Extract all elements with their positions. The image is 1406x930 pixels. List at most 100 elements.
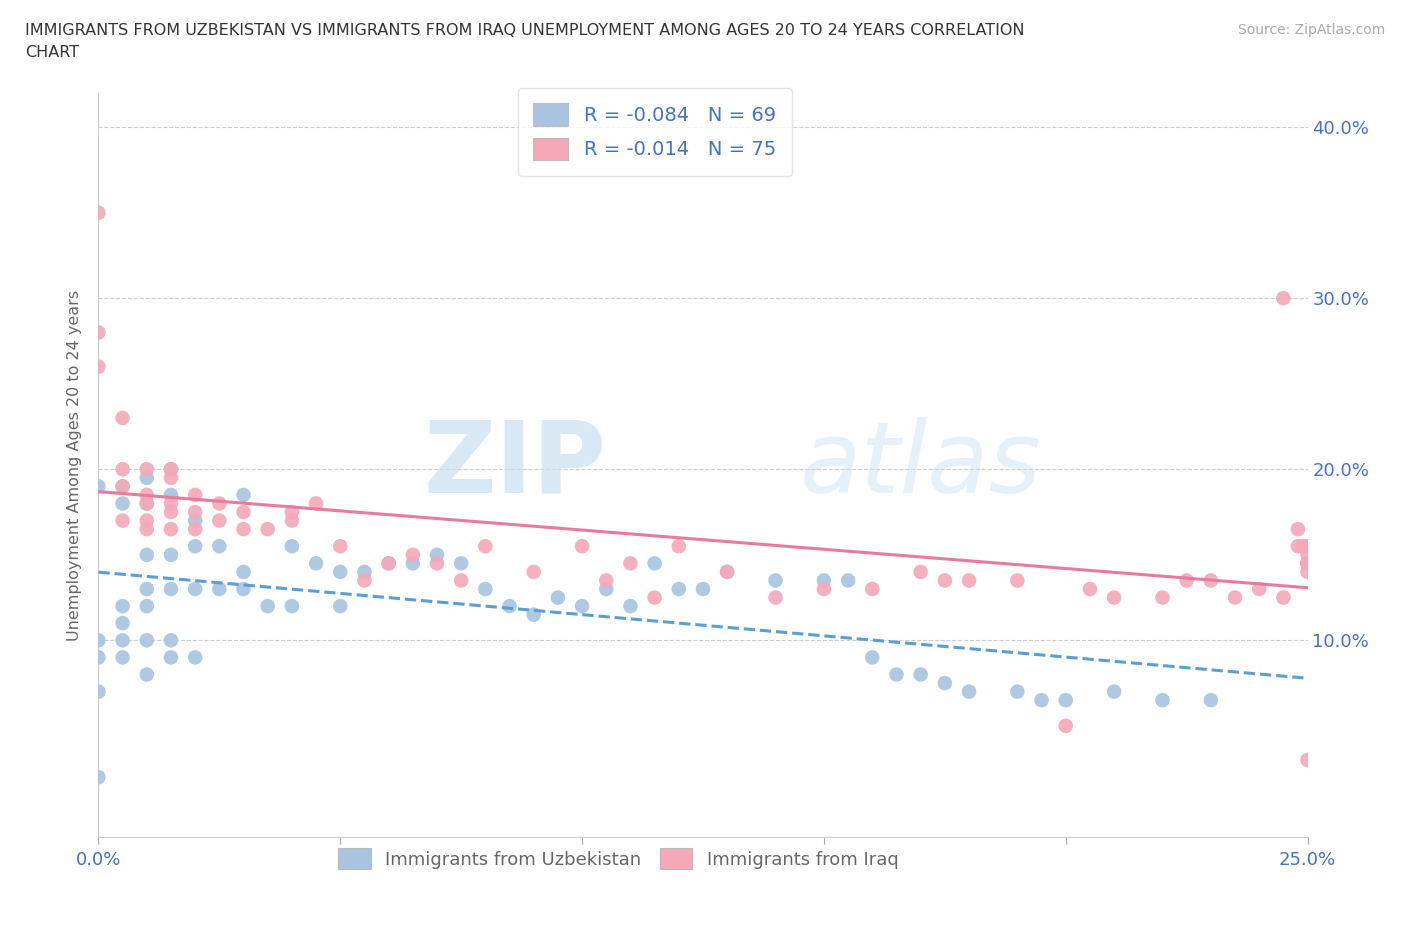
Point — [523, 565, 546, 579]
Point — [160, 581, 183, 596]
Point — [474, 581, 496, 596]
Legend: Immigrants from Uzbekistan, Immigrants from Iraq: Immigrants from Uzbekistan, Immigrants f… — [332, 841, 905, 876]
Point — [208, 538, 231, 553]
Point — [1054, 718, 1077, 733]
Point — [1102, 591, 1125, 605]
Point — [208, 496, 231, 511]
Point — [135, 581, 157, 596]
Point — [232, 565, 254, 579]
Point — [160, 471, 183, 485]
Point — [934, 573, 956, 588]
Point — [402, 556, 425, 571]
Point — [1078, 581, 1101, 596]
Point — [281, 538, 304, 553]
Point — [353, 573, 375, 588]
Point — [87, 650, 110, 665]
Point — [1102, 684, 1125, 699]
Point — [402, 548, 425, 563]
Point — [860, 581, 883, 596]
Point — [523, 607, 546, 622]
Point — [160, 522, 183, 537]
Point — [256, 599, 278, 614]
Point — [450, 556, 472, 571]
Point — [208, 513, 231, 528]
Point — [813, 581, 835, 596]
Point — [765, 591, 787, 605]
Point — [135, 548, 157, 563]
Point — [329, 599, 352, 614]
Point — [1007, 684, 1029, 699]
Point — [111, 650, 134, 665]
Point — [377, 556, 399, 571]
Point — [111, 479, 134, 494]
Point — [111, 599, 134, 614]
Point — [644, 591, 666, 605]
Point — [281, 505, 304, 520]
Point — [910, 565, 932, 579]
Point — [498, 599, 520, 614]
Point — [135, 599, 157, 614]
Point — [837, 573, 859, 588]
Point — [232, 581, 254, 596]
Point — [135, 633, 157, 648]
Point — [135, 513, 157, 528]
Point — [450, 573, 472, 588]
Point — [1296, 556, 1319, 571]
Point — [1007, 573, 1029, 588]
Point — [571, 599, 593, 614]
Point — [1296, 752, 1319, 767]
Text: ZIP: ZIP — [423, 417, 606, 513]
Point — [813, 573, 835, 588]
Point — [716, 565, 738, 579]
Point — [111, 496, 134, 511]
Point — [111, 616, 134, 631]
Point — [87, 770, 110, 785]
Point — [87, 633, 110, 648]
Point — [1223, 591, 1246, 605]
Point — [135, 471, 157, 485]
Point — [1296, 556, 1319, 571]
Point — [1286, 538, 1309, 553]
Point — [1296, 556, 1319, 571]
Point — [160, 505, 183, 520]
Point — [668, 538, 690, 553]
Point — [910, 667, 932, 682]
Point — [111, 410, 134, 425]
Point — [184, 505, 207, 520]
Point — [619, 599, 641, 614]
Point — [1199, 693, 1222, 708]
Point — [619, 556, 641, 571]
Point — [474, 538, 496, 553]
Point — [184, 522, 207, 537]
Point — [87, 684, 110, 699]
Point — [934, 675, 956, 690]
Point — [135, 496, 157, 511]
Point — [692, 581, 714, 596]
Point — [860, 650, 883, 665]
Point — [160, 633, 183, 648]
Point — [1296, 556, 1319, 571]
Point — [160, 650, 183, 665]
Point — [1249, 581, 1271, 596]
Point — [329, 565, 352, 579]
Point — [571, 538, 593, 553]
Point — [377, 556, 399, 571]
Point — [1054, 693, 1077, 708]
Point — [87, 206, 110, 220]
Point — [353, 565, 375, 579]
Text: Source: ZipAtlas.com: Source: ZipAtlas.com — [1237, 23, 1385, 37]
Point — [184, 581, 207, 596]
Point — [87, 359, 110, 374]
Point — [1292, 538, 1315, 553]
Point — [547, 591, 569, 605]
Point — [1152, 591, 1174, 605]
Point — [87, 325, 110, 339]
Point — [765, 573, 787, 588]
Point — [1199, 573, 1222, 588]
Point — [281, 513, 304, 528]
Point — [1296, 548, 1319, 563]
Point — [184, 538, 207, 553]
Point — [305, 496, 328, 511]
Text: atlas: atlas — [800, 417, 1042, 513]
Point — [184, 487, 207, 502]
